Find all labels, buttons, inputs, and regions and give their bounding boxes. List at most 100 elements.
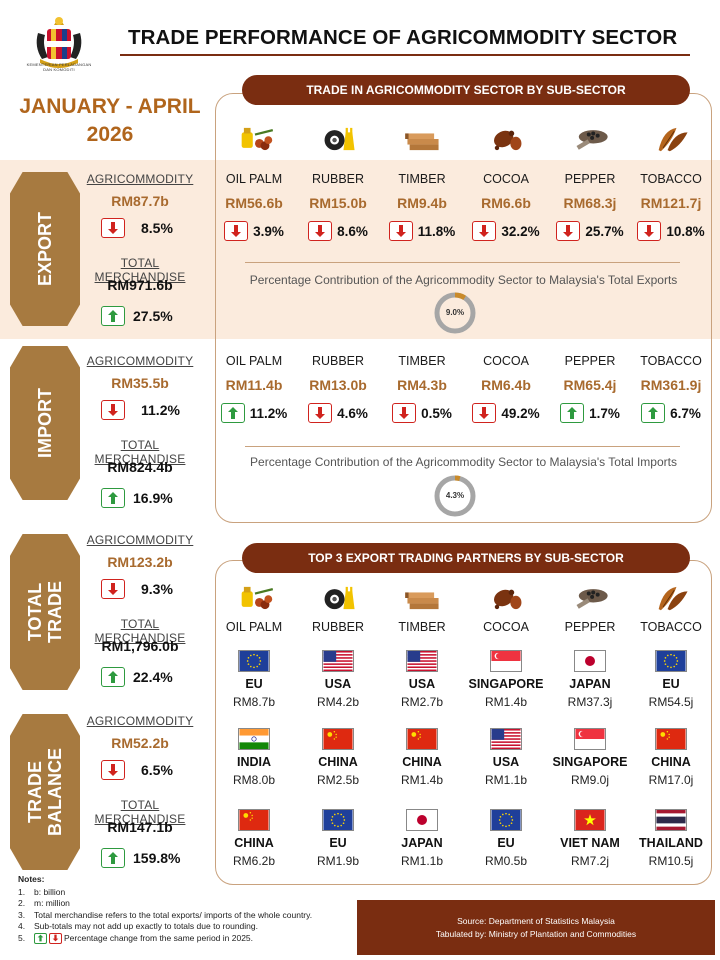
down-arrow-icon (101, 760, 125, 780)
import-col-name: OIL PALM (225, 354, 283, 368)
pepper-icon (576, 589, 608, 609)
trade_balance-total-label: TOTAL MERCHANDISE (94, 798, 186, 826)
tobacco-icon (658, 586, 688, 611)
sub-sector-heading: TRADE IN AGRICOMMODITY SECTOR BY SUB-SEC… (242, 75, 690, 105)
import-contribution-text: Percentage Contribution of the Agricommo… (250, 455, 677, 469)
partner-country: CHINA (651, 755, 691, 769)
note-item: 1. b: billion (18, 886, 66, 897)
import-total-change: 16.9% (101, 488, 173, 508)
flag-japan-icon (574, 650, 606, 672)
down-arrow-icon (556, 221, 581, 241)
partner-col-name: PEPPER (564, 620, 616, 634)
flag-china-icon (322, 728, 354, 750)
down-arrow-icon (637, 221, 662, 241)
timber-icon (405, 592, 439, 610)
import-col-name: TOBACCO (640, 354, 702, 368)
export-col-name: OIL PALM (225, 172, 283, 186)
export-col-value: RM9.4b (397, 195, 447, 211)
down-arrow-icon (308, 221, 333, 241)
import-col-change: 49.2% (465, 403, 547, 423)
partner-country: CHINA (234, 836, 274, 850)
flag-india-icon (238, 728, 270, 750)
down-arrow-icon (388, 221, 413, 241)
import-col-value: RM13.0b (309, 377, 367, 393)
partner-value: RM0.5b (484, 854, 528, 868)
up-arrow-icon (101, 488, 125, 508)
import-agri-label: AGRICOMMODITY (86, 354, 194, 368)
partner-country: EU (329, 836, 347, 850)
partner-country: CHINA (402, 755, 442, 769)
ministry-logo-text: KEMENTERIAN PERLADANGAN DAN KOMODITI (26, 62, 92, 72)
export-col-name: RUBBER (311, 172, 365, 186)
export-col-change: 10.8% (630, 221, 712, 241)
flag-usa-icon (322, 650, 354, 672)
import-col-change: 6.7% (630, 403, 712, 423)
import-total-label: TOTAL MERCHANDISE (94, 438, 186, 466)
up-arrow-icon (101, 848, 125, 868)
down-arrow-icon (472, 403, 497, 423)
import-col-value: RM6.4b (481, 377, 531, 393)
partner-col-name: TOBACCO (640, 620, 702, 634)
export-col-value: RM15.0b (309, 195, 367, 211)
tobacco-icon (658, 127, 688, 152)
import-col-value: RM361.9j (640, 377, 702, 393)
down-arrow-icon (101, 400, 125, 420)
import-col-name: TIMBER (398, 354, 446, 368)
export-contribution-divider (245, 262, 680, 263)
partner-value: RM7.2j (570, 854, 609, 868)
export-agri-change: 8.5% (101, 218, 173, 238)
total_trade-agri-label: AGRICOMMODITY (86, 533, 194, 547)
partner-country: CHINA (318, 755, 358, 769)
partner-value: RM10.5j (648, 854, 694, 868)
flag-vietnam-icon (574, 809, 606, 831)
export-agri-value: RM87.7b (111, 193, 169, 209)
export-agri-label: AGRICOMMODITY (86, 172, 194, 186)
flag-eu-icon (238, 650, 270, 672)
source-footer: Source: Department of Statistics Malaysi… (357, 900, 715, 955)
partner-value: RM6.2b (232, 854, 276, 868)
export-col-change: 8.6% (297, 221, 379, 241)
trade-balance-tab: TRADE BALANCE (10, 714, 80, 870)
flag-singapore-icon (490, 650, 522, 672)
partner-value: RM8.0b (232, 773, 276, 787)
partner-country: EU (662, 677, 680, 691)
up-arrow-icon (101, 306, 125, 326)
export-col-name: TIMBER (398, 172, 446, 186)
partner-country: THAILAND (639, 836, 703, 850)
down-arrow-icon (101, 579, 125, 599)
flag-thailand-icon (655, 809, 687, 831)
period-label: JANUARY - APRIL 2026 (19, 95, 201, 146)
partner-country: JAPAN (401, 836, 443, 850)
up-arrow-icon (34, 932, 47, 944)
export-col-change: 32.2% (465, 221, 547, 241)
note-item: 5. Percentage change from the same perio… (18, 932, 254, 944)
partner-col-name: OIL PALM (225, 620, 283, 634)
up-arrow-icon (101, 667, 125, 687)
rubber-icon (324, 586, 355, 610)
flag-china-icon (406, 728, 438, 750)
flag-eu-icon (490, 809, 522, 831)
export-contribution-text: Percentage Contribution of the Agricommo… (249, 273, 678, 287)
trade_balance-total-value: RM147.1b (107, 819, 173, 835)
trade_balance-agri-change: 6.5% (101, 760, 173, 780)
export-total-label: TOTAL MERCHANDISE (94, 256, 186, 284)
title-underline (120, 54, 690, 56)
partner-country: SINGAPORE (552, 755, 628, 769)
partner-value: RM17.0j (648, 773, 694, 787)
import-col-value: RM4.3b (397, 377, 447, 393)
flag-eu-icon (322, 809, 354, 831)
trade_balance-total-change: 159.8% (101, 848, 180, 868)
total_trade-total-label: TOTAL MERCHANDISE (94, 617, 186, 645)
partner-value: RM1.4b (484, 695, 528, 709)
partner-country: EU (497, 836, 515, 850)
partner-value: RM1.1b (400, 854, 444, 868)
export-contribution-value: 9.0% (445, 308, 465, 317)
import-total-value: RM824.4b (107, 459, 173, 475)
import-tab: IMPORT (10, 346, 80, 500)
note-item: 3. Total merchandise refers to the total … (18, 909, 313, 920)
partner-col-name: COCOA (483, 620, 529, 634)
partner-value: RM54.5j (648, 695, 694, 709)
down-arrow-icon (49, 932, 62, 944)
export-col-value: RM121.7j (640, 195, 702, 211)
partner-value: RM2.5b (316, 773, 360, 787)
